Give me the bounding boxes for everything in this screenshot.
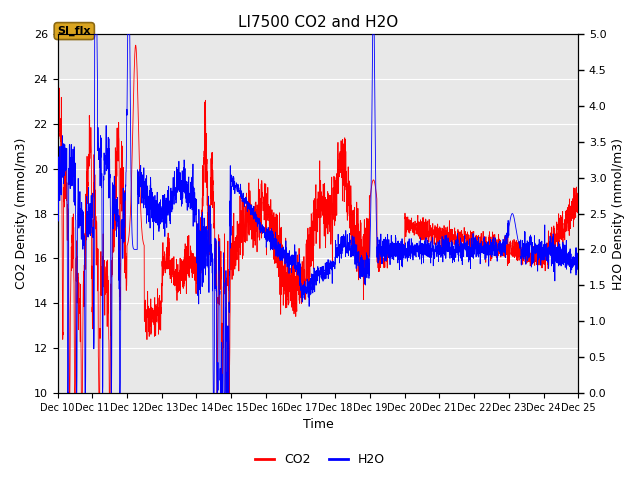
Y-axis label: H2O Density (mmol/m3): H2O Density (mmol/m3) bbox=[612, 138, 625, 289]
Title: LI7500 CO2 and H2O: LI7500 CO2 and H2O bbox=[238, 15, 398, 30]
Text: SI_flx: SI_flx bbox=[58, 26, 91, 36]
X-axis label: Time: Time bbox=[303, 419, 333, 432]
Y-axis label: CO2 Density (mmol/m3): CO2 Density (mmol/m3) bbox=[15, 138, 28, 289]
Legend: CO2, H2O: CO2, H2O bbox=[250, 448, 390, 471]
